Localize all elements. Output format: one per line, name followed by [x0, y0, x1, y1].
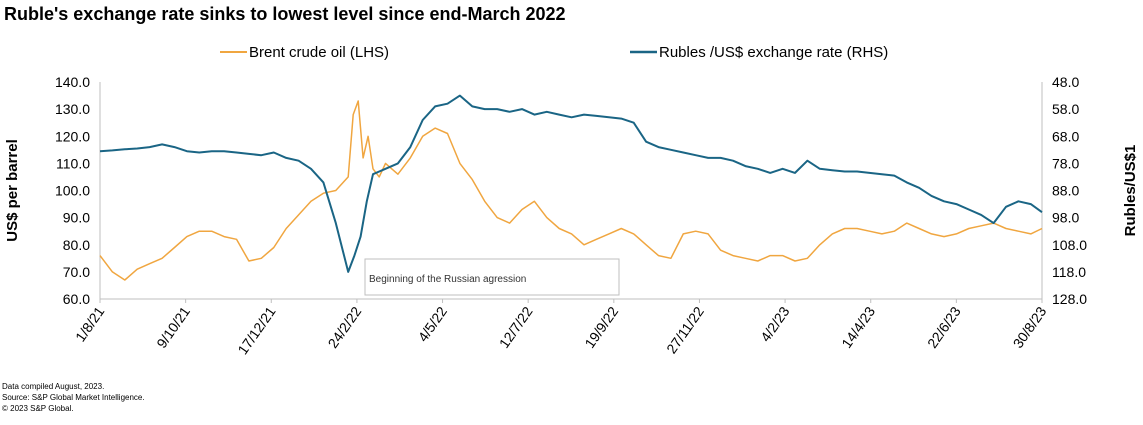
y-right-tick-label: 58.0 — [1052, 101, 1079, 117]
x-tick-label: 24/2/22 — [324, 303, 364, 351]
x-tick-label: 30/8/23 — [1010, 303, 1050, 351]
series-line-rubles — [99, 94, 1043, 273]
legend-label-rubles: Rubles /US$ exchange rate (RHS) — [659, 44, 888, 61]
annotation-text: Beginning of the Russian agression — [369, 274, 526, 285]
y-left-tick-label: 90.0 — [63, 210, 90, 226]
y-right-tick-label: 68.0 — [1052, 128, 1079, 144]
footnote-source: Source: S&P Global Market Intelligence. — [2, 393, 145, 402]
x-tick-label: 12/7/22 — [496, 303, 536, 351]
x-tick-label: 1/8/21 — [72, 303, 108, 344]
y-left-tick-label: 140.0 — [55, 74, 90, 90]
x-tick-label: 27/11/22 — [663, 303, 707, 356]
y-right-tick-label: 48.0 — [1052, 74, 1079, 90]
y-left-tick-label: 60.0 — [63, 291, 90, 307]
x-tick-label: 14/4/23 — [838, 303, 878, 351]
x-tick-label: 4/5/22 — [415, 303, 451, 344]
x-tick-label: 22/6/23 — [924, 303, 964, 351]
chart-title: Ruble's exchange rate sinks to lowest le… — [4, 4, 566, 24]
y-left-axis-title: US$ per barrel — [4, 139, 21, 242]
y-right-tick-label: 78.0 — [1052, 155, 1079, 171]
y-left-tick-label: 70.0 — [63, 264, 90, 280]
y-left-tick-label: 110.0 — [56, 155, 90, 171]
series-line-brent — [99, 100, 1043, 281]
y-left-tick-label: 120.0 — [55, 128, 90, 144]
y-right-tick-label: 108.0 — [1052, 237, 1087, 253]
y-right-tick-label: 118.0 — [1052, 264, 1086, 280]
x-tick-label: 4/2/23 — [757, 303, 793, 344]
y-right-tick-label: 128.0 — [1052, 291, 1087, 307]
footnote-compiled: Data compiled August, 2023. — [2, 382, 105, 391]
legend-label-brent: Brent crude oil (LHS) — [249, 44, 389, 61]
y-right-axis-title: Rubles/US$1 — [1122, 145, 1139, 237]
y-left-tick-label: 130.0 — [55, 101, 90, 117]
x-tick-label: 17/12/21 — [234, 303, 278, 357]
footnote-copyright: © 2023 S&P Global. — [2, 404, 74, 413]
y-right-tick-label: 98.0 — [1052, 210, 1079, 226]
y-right-tick-label: 88.0 — [1052, 183, 1079, 199]
x-tick-label: 9/10/21 — [153, 303, 193, 351]
x-tick-label: 19/9/22 — [581, 303, 621, 351]
annotation-box — [364, 258, 620, 296]
y-left-tick-label: 80.0 — [63, 237, 90, 253]
y-left-tick-label: 100.0 — [55, 183, 90, 199]
footnotes: Data compiled August, 2023. Source: S&P … — [2, 381, 145, 414]
